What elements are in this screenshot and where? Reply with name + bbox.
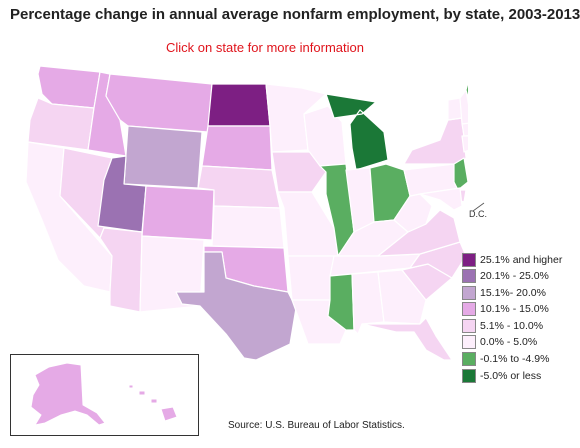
- state-me[interactable]: [465, 62, 468, 116]
- legend-swatch: [462, 269, 476, 284]
- state-sd[interactable]: [201, 125, 273, 171]
- state-ga[interactable]: [377, 269, 427, 325]
- legend-swatch: [462, 285, 476, 300]
- state-ks[interactable]: [211, 205, 285, 249]
- dc-leader-line: [472, 202, 485, 212]
- state-nd[interactable]: [207, 83, 271, 127]
- legend-swatch: [462, 302, 476, 317]
- state-ct[interactable]: [461, 135, 468, 153]
- legend-item: 25.1% and higher: [462, 252, 562, 267]
- us-state-map: [25, 62, 468, 360]
- source-note: Source: U.S. Bureau of Labor Statistics.: [228, 420, 405, 431]
- legend-item: 0.0% - 5.0%: [462, 335, 562, 350]
- state-nh[interactable]: [459, 89, 468, 125]
- legend-swatch: [462, 335, 476, 350]
- state-ny[interactable]: [403, 117, 467, 167]
- state-tx[interactable]: [175, 251, 297, 360]
- state-hi[interactable]: [128, 384, 178, 422]
- legend-item: 20.1% - 25.0%: [462, 269, 562, 284]
- legend-swatch: [462, 252, 476, 267]
- legend-item: -0.1% to -4.9%: [462, 352, 562, 367]
- state-mt[interactable]: [105, 73, 213, 133]
- legend-label: -5.0% or less: [480, 369, 542, 382]
- state-co[interactable]: [141, 185, 215, 241]
- legend-item: -5.0% or less: [462, 368, 562, 383]
- legend-item: 5.1% - 10.0%: [462, 318, 562, 333]
- state-va[interactable]: [377, 209, 461, 257]
- legend-label: 5.1% - 10.0%: [480, 319, 544, 332]
- legend-label: 0.0% - 5.0%: [480, 336, 538, 349]
- click-hint: Click on state for more information: [166, 40, 364, 55]
- state-mi[interactable]: [325, 93, 389, 171]
- legend-swatch: [462, 318, 476, 333]
- legend-label: -0.1% to -4.9%: [480, 353, 550, 366]
- legend-label: 20.1% - 25.0%: [480, 270, 549, 283]
- legend-label: 25.1% and higher: [480, 253, 563, 266]
- state-az[interactable]: [99, 227, 143, 313]
- map-title: Percentage change in annual average nonf…: [10, 6, 580, 23]
- state-wy[interactable]: [123, 125, 203, 189]
- legend-label: 10.1% - 15.0%: [480, 303, 549, 316]
- alaska-hawaii-inset: [10, 354, 199, 436]
- state-ma[interactable]: [461, 122, 468, 137]
- state-ar[interactable]: [287, 255, 335, 301]
- legend-label: 15.1%- 20.0%: [480, 286, 546, 299]
- legend-swatch: [462, 368, 476, 383]
- state-fl[interactable]: [361, 317, 453, 360]
- legend-item: 15.1%- 20.0%: [462, 285, 562, 300]
- state-ak[interactable]: [30, 362, 106, 426]
- dc-label: D.C.: [469, 209, 487, 219]
- legend-swatch: [462, 352, 476, 367]
- state-md[interactable]: [419, 187, 463, 211]
- state-nj[interactable]: [453, 157, 468, 191]
- legend-item: 10.1% - 15.0%: [462, 302, 562, 317]
- inset-map: [30, 362, 178, 426]
- legend: 25.1% and higher 20.1% - 25.0% 15.1%- 20…: [462, 252, 562, 385]
